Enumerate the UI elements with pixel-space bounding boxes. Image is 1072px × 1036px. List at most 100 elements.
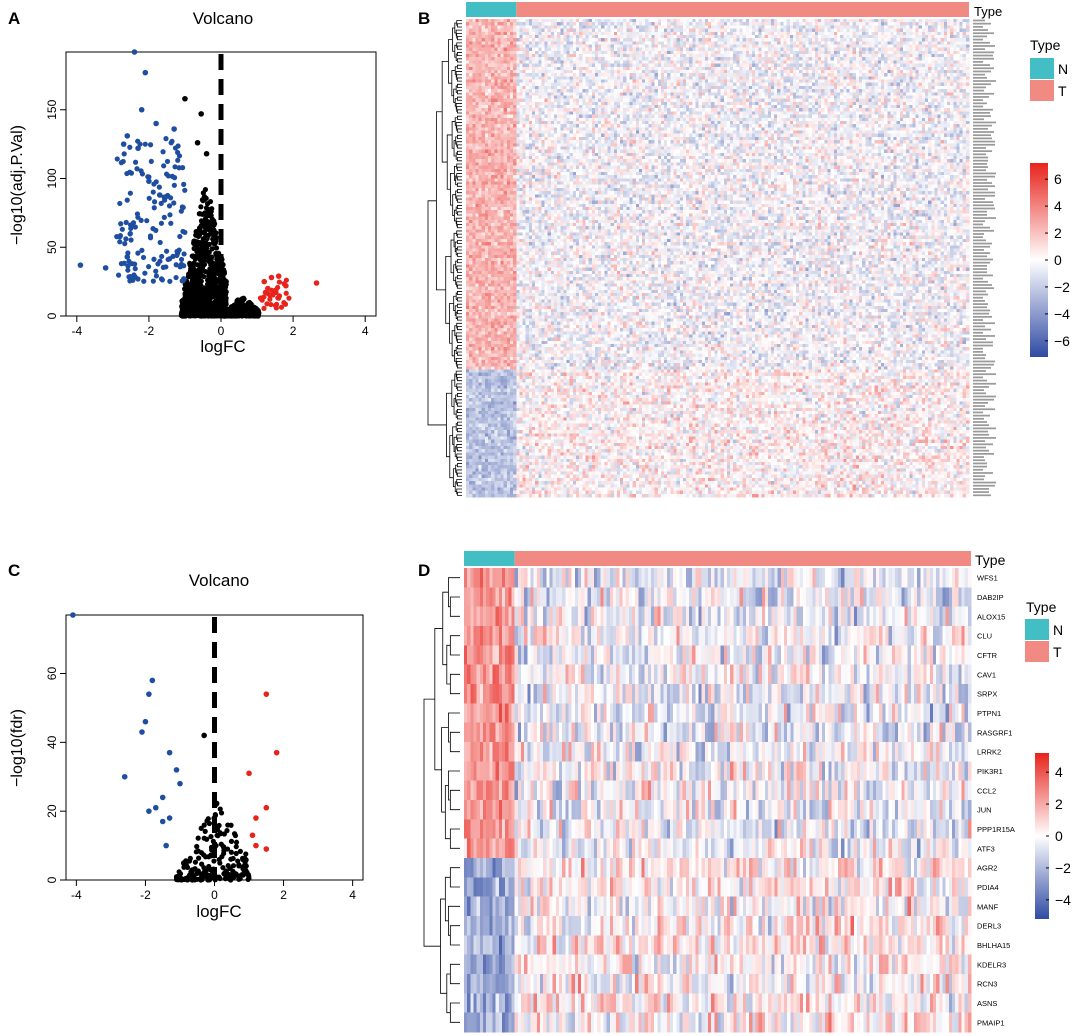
point-ns xyxy=(192,273,197,278)
point-ns xyxy=(203,307,208,312)
point-ns xyxy=(198,204,203,209)
point-ns xyxy=(208,279,213,284)
point-ns xyxy=(214,245,219,250)
point-down xyxy=(180,204,185,209)
point-ns xyxy=(202,210,207,215)
point-ns xyxy=(211,263,216,268)
point-ns xyxy=(213,299,218,304)
point-down xyxy=(158,240,163,245)
volcano-a-x-label: logFC xyxy=(200,337,245,356)
point-ns xyxy=(198,246,203,251)
point-down xyxy=(159,221,164,226)
point-down xyxy=(153,269,158,274)
point-down xyxy=(115,156,120,161)
panel-label-b: B xyxy=(418,9,430,28)
point-ns xyxy=(252,305,257,310)
point-ns xyxy=(244,308,249,313)
point-down xyxy=(122,241,127,246)
point-down xyxy=(141,279,146,284)
x-tick-label: 2 xyxy=(290,324,297,338)
point-ns xyxy=(198,282,203,287)
point-ns xyxy=(210,284,215,289)
point-ns xyxy=(213,251,218,256)
point-ns xyxy=(208,199,213,204)
point-down xyxy=(149,159,154,164)
x-tick-label: -2 xyxy=(144,324,155,338)
point-ns xyxy=(207,300,212,305)
point-down xyxy=(125,198,130,203)
point-ns xyxy=(201,190,206,195)
y-tick-label: 0 xyxy=(45,312,59,319)
point-ns xyxy=(196,295,201,300)
point-down xyxy=(167,212,172,217)
point-ns xyxy=(201,240,206,245)
point-ns xyxy=(181,312,186,317)
point-down xyxy=(165,159,170,164)
x-tick-label: -4 xyxy=(71,324,82,338)
point-ns xyxy=(201,274,206,279)
point-ns xyxy=(207,250,212,255)
point-ns xyxy=(232,306,237,311)
point-ns xyxy=(196,229,201,234)
point-ns xyxy=(192,246,197,251)
point-ns xyxy=(184,294,189,299)
point-down xyxy=(141,255,146,260)
point-down xyxy=(168,221,173,226)
point-ns xyxy=(199,218,204,223)
y-tick-label: 100 xyxy=(45,168,59,188)
volcano-a-title: Volcano xyxy=(193,9,254,28)
point-ns xyxy=(210,216,215,221)
panel-label-c: C xyxy=(8,561,20,580)
point-down xyxy=(127,145,132,150)
panel-label-a: A xyxy=(8,9,20,28)
point-down xyxy=(161,163,166,168)
point-ns xyxy=(205,270,210,275)
point-ns xyxy=(215,271,220,276)
point-ns xyxy=(191,287,196,292)
point-down xyxy=(157,259,162,264)
point-ns xyxy=(204,205,209,210)
x-tick-label: 0 xyxy=(218,324,225,338)
volcano-a-y-label: −log10(adj.P.Val) xyxy=(9,125,26,245)
point-ns xyxy=(213,240,218,245)
point-ns xyxy=(201,299,206,304)
point-ns xyxy=(253,313,258,318)
point-ns xyxy=(208,293,213,298)
volcano-plot-a: Volcano logFC −log10(adj.P.Val) -4 -2 0 2 4 0… xyxy=(9,9,376,356)
point-down xyxy=(175,158,180,163)
y-tick-label: 50 xyxy=(45,240,59,254)
figure: A B C D Volcano logFC −log10(adj.P.Val) … xyxy=(0,0,1072,1036)
point-ns xyxy=(204,295,209,300)
point-ns xyxy=(225,310,230,315)
point-ns xyxy=(203,225,208,230)
point-down xyxy=(151,279,156,284)
point-down xyxy=(133,160,138,165)
x-tick-label: 4 xyxy=(362,324,369,338)
point-down xyxy=(117,201,122,206)
point-down xyxy=(177,234,182,239)
point-ns xyxy=(198,312,203,317)
point-down xyxy=(118,221,123,226)
point-ns xyxy=(201,230,206,235)
point-down xyxy=(167,203,172,208)
point-ns xyxy=(189,294,194,299)
point-down xyxy=(117,239,122,244)
point-ns xyxy=(196,253,201,258)
point-down xyxy=(135,139,140,144)
point-down xyxy=(152,199,157,204)
point-ns xyxy=(199,290,204,295)
point-down xyxy=(119,261,124,266)
point-down xyxy=(173,275,178,280)
point-ns xyxy=(187,261,192,266)
point-ns xyxy=(212,312,217,317)
point-ns xyxy=(195,262,200,267)
point-ns xyxy=(234,298,239,303)
points xyxy=(78,49,320,318)
point-ns xyxy=(205,313,210,318)
point-ns xyxy=(200,198,205,203)
point-ns xyxy=(241,302,246,307)
point-ns xyxy=(191,254,196,259)
point-ns xyxy=(230,310,235,315)
point-ns xyxy=(220,274,225,279)
y-tick-label: 150 xyxy=(45,99,59,119)
